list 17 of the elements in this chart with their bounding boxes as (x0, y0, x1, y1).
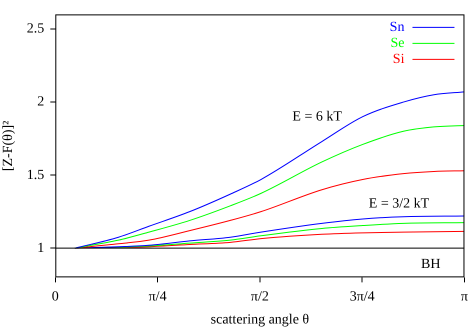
y-tick-label: 2 (37, 94, 44, 110)
y-tick-label: 1 (37, 240, 44, 256)
y-tick-label: 2.5 (26, 22, 44, 37)
x-tick-label: π/4 (148, 289, 167, 304)
y-axis-title: [Z-F(θ)]² (1, 120, 16, 172)
ref-line-label: BH (421, 256, 440, 272)
x-tick-label: π (460, 289, 468, 304)
legend-label: Si (392, 52, 405, 68)
legend-label: Se (390, 36, 404, 52)
annotation: E = 6 kT (292, 110, 342, 125)
legend-label: Sn (390, 20, 404, 36)
x-axis-title: scattering angle θ (210, 312, 310, 328)
x-tick-label: 0 (52, 289, 59, 304)
x-tick-label: 3π/4 (350, 289, 375, 304)
x-tick-label: π/2 (250, 289, 269, 304)
y-tick-label: 1.5 (26, 168, 44, 183)
annotation: E = 3/2 kT (368, 196, 430, 212)
